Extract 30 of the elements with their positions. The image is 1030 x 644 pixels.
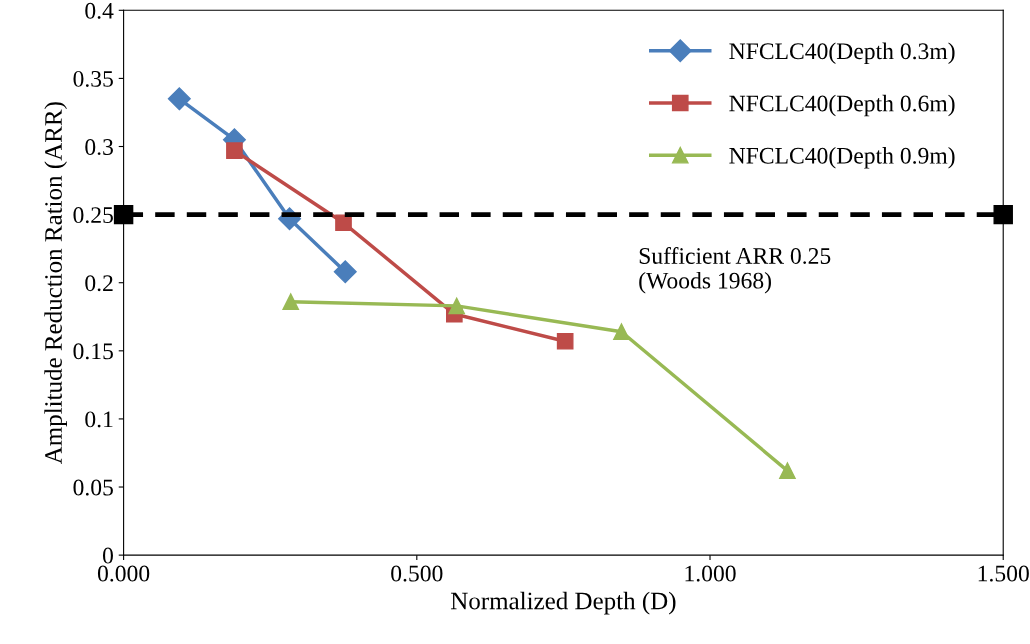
y-tick-label: 0.15 — [73, 343, 113, 360]
point — [335, 214, 352, 232]
x-tick-label: 1.000 — [685, 565, 736, 582]
x-axis-title: Normalized Depth (D) — [450, 591, 676, 615]
point — [779, 462, 796, 480]
legend-label: NFCLC40(Depth 0.6m) — [729, 94, 955, 117]
point — [556, 332, 574, 350]
point — [613, 323, 630, 341]
y-axis-title: Amplitude Reduction Ration (ARR) — [44, 102, 67, 465]
y-tick-label: 0.2 — [85, 275, 113, 292]
point — [448, 297, 466, 315]
y-tick-label: 0.35 — [73, 70, 113, 87]
point — [993, 204, 1013, 225]
point — [226, 142, 243, 159]
point — [333, 260, 357, 284]
x-tick-label: 0.000 — [97, 565, 150, 582]
y-tick-label: 0.25 — [73, 207, 113, 224]
y-tick-label: 0.05 — [73, 479, 113, 496]
y-tick-label: 0.1 — [85, 411, 113, 428]
annotation: Sufficient ARR 0.25 (Woods 1968) — [639, 247, 831, 294]
y-tick-label: 0.3 — [85, 139, 113, 156]
legend-label: NFCLC40(Depth 0.9m) — [729, 147, 955, 169]
point — [282, 293, 300, 311]
y-tick-label: 0 — [102, 547, 113, 564]
point — [113, 204, 134, 225]
x-tick-label: 1.500 — [978, 565, 1029, 582]
x-tick-label: 0.500 — [391, 565, 443, 582]
y-tick-label: 0.4 — [85, 2, 114, 19]
legend-label: NFCLC40(Depth 0.3m) — [729, 42, 955, 65]
point — [167, 87, 191, 111]
